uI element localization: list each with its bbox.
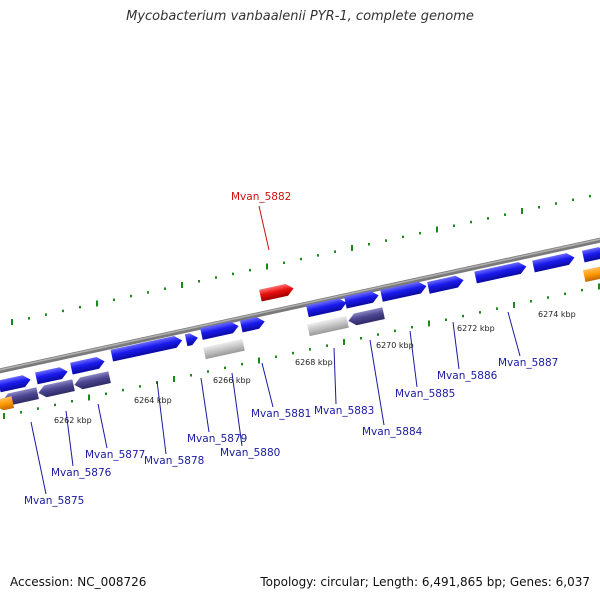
gene-arrow[interactable] [0,396,15,412]
genome-backbone [0,237,600,374]
leader-line [369,339,385,426]
genome-summary-text: Topology: circular; Length: 6,491,865 bp… [260,575,590,589]
leader-line [156,380,167,455]
accession-text: Accession: NC_008726 [10,575,147,589]
map-title: Mycobacterium vanbaalenii PYR-1, complet… [126,9,474,24]
leader-line [30,421,47,495]
gene-label[interactable]: Mvan_5878 [144,455,204,467]
scale-label: 6268 kbp [295,358,333,367]
gene-arrow[interactable] [203,338,245,360]
gene-arrow[interactable] [380,280,427,302]
scale-labels: 6262 kbp 6264 kbp 6266 kbp 6268 kbp 6270 kbp… [54,310,576,425]
gene-label[interactable]: Mvan_5887 [498,357,558,369]
gene-arrow[interactable] [259,283,295,302]
leader-line [333,347,337,405]
gene-arrow[interactable] [474,261,527,284]
leader-line [97,403,108,449]
gc-skew-inner-ticks [3,283,600,419]
leader-line [507,311,521,357]
gene-label[interactable]: Mvan_5886 [437,370,498,382]
gene-arrow[interactable] [0,374,32,393]
scale-label: 6266 kbp [213,376,251,385]
gene-label[interactable]: Mvan_5882 [231,191,291,203]
gene-arrow[interactable] [35,366,69,385]
gene-arrow[interactable] [427,274,465,294]
gene-arrow[interactable] [532,252,576,273]
gc-skew-outer-ticks [11,194,591,325]
gene-arrow[interactable] [306,297,348,318]
scale-label: 6262 kbp [54,416,92,425]
gene-arrow[interactable] [347,307,385,326]
gene-arrow[interactable] [582,266,600,282]
gene-label[interactable]: Mvan_5880 [220,447,280,459]
gene-arrow[interactable] [239,316,266,333]
gene-label[interactable]: Mvan_5879 [187,433,247,445]
gene-arrow[interactable] [307,315,349,337]
leader-line [65,410,74,467]
leader-line [261,362,274,408]
gene-arrow[interactable] [73,371,111,390]
gene-label[interactable]: Mvan_5881 [251,408,311,420]
scale-label: 6270 kbp [376,341,414,350]
scale-label: 6264 kbp [134,396,172,405]
gene-arrow[interactable] [344,290,380,309]
gene-arrow[interactable] [581,246,600,263]
leader-line [409,330,418,388]
gene-label[interactable]: Mvan_5875 [24,495,84,507]
gene-arrow[interactable] [184,332,199,347]
gene-arrow[interactable] [70,356,106,375]
scale-label: 6272 kbp [457,324,495,333]
gene-label[interactable]: Mvan_5876 [51,467,112,479]
label-leader-lines [30,205,521,495]
leader-line [452,321,460,370]
leader-line [258,205,270,251]
gene-label[interactable]: Mvan_5885 [395,388,455,400]
leader-line [231,372,243,447]
gene-arrow[interactable] [110,334,184,362]
gene-arrow[interactable] [200,320,240,340]
gene-arrow[interactable] [37,379,75,398]
leader-line [200,377,210,433]
gene-label[interactable]: Mvan_5877 [85,449,145,461]
gene-track [0,246,600,412]
gene-label[interactable]: Mvan_5883 [314,405,374,417]
gene-label[interactable]: Mvan_5884 [362,426,423,438]
scale-label: 6274 kbp [538,310,576,319]
